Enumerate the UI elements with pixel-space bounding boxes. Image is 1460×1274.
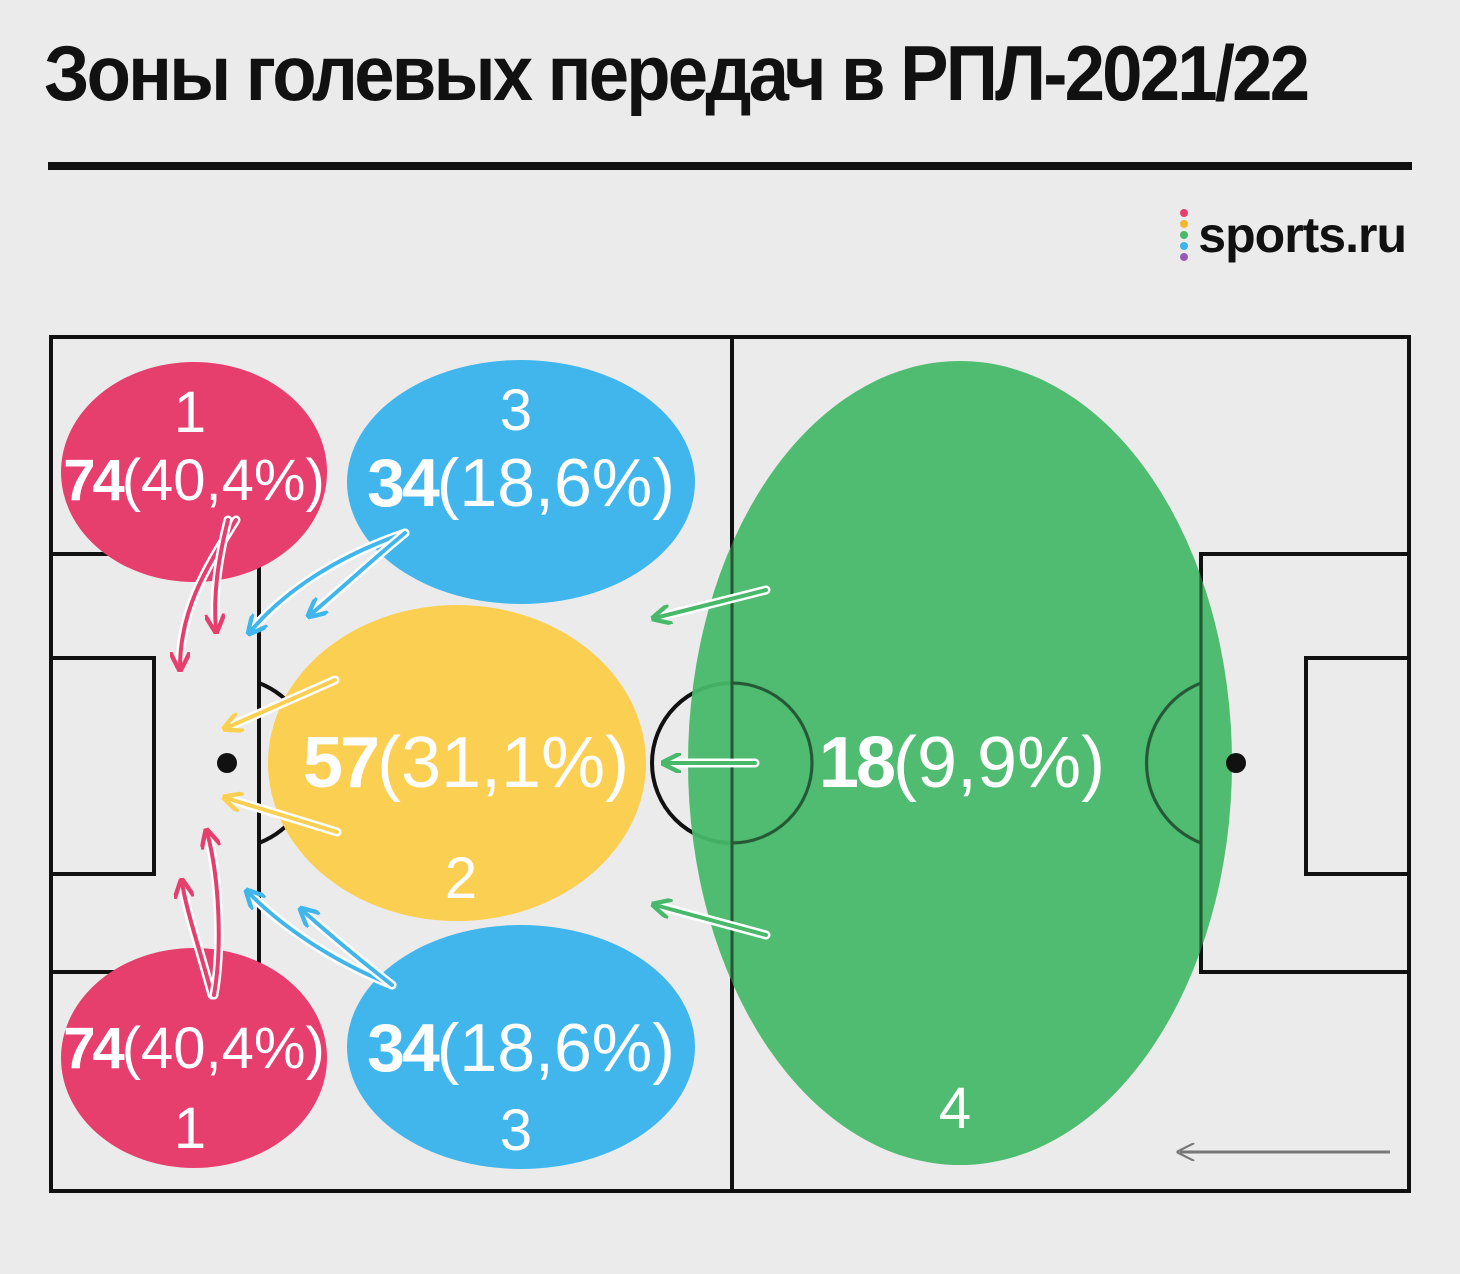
- zone-3-bottom-ellipse: [347, 925, 695, 1169]
- zone-1-bottom-number: 1: [174, 1096, 206, 1161]
- zone-1-top-number: 1: [174, 380, 206, 445]
- title-divider: [48, 162, 1412, 170]
- zone-2-stat: 57(31,1%): [303, 723, 629, 803]
- green-arrow: [655, 588, 768, 618]
- right-penalty-spot: [1226, 753, 1246, 773]
- zone-labels: 1 74(40,4%) 74(40,4%) 1 3 34(18,6%) 34(1…: [63, 378, 1105, 1163]
- zone-2-value: 57: [303, 723, 377, 803]
- blue-arrow: [310, 531, 407, 615]
- brand-dot: [1180, 220, 1189, 228]
- zone-1-bottom-value: 74: [63, 1016, 124, 1081]
- page-title: Зоны голевых передач в РПЛ-2021/22: [44, 29, 1310, 117]
- zones: [61, 360, 1232, 1169]
- red-arrow: [215, 518, 230, 630]
- zone-3-top-stat: 34(18,6%): [367, 445, 675, 521]
- left-penalty-spot: [217, 753, 237, 773]
- yellow-arrow: [226, 678, 337, 728]
- zone-3-bottom-number: 3: [500, 1098, 532, 1163]
- brand-logo: sports.ru: [1180, 206, 1407, 264]
- pass-arrows: [180, 515, 771, 1000]
- blue-arrow: [302, 910, 394, 987]
- yellow-arrow: [226, 798, 339, 834]
- brand-dot: [1180, 242, 1189, 250]
- blue-arrow: [248, 892, 394, 987]
- brand-name: sports.ru: [1198, 207, 1407, 263]
- zone-4-number: 4: [939, 1076, 971, 1141]
- zone-2-number: 2: [445, 846, 477, 911]
- red-arrow: [182, 882, 214, 997]
- zone-1-bottom-ellipse: [61, 948, 327, 1168]
- zone-3-bottom-stat: 34(18,6%): [367, 1010, 675, 1086]
- zone-4-stat: 18(9,9%): [819, 723, 1105, 803]
- green-arrow: [655, 905, 768, 937]
- zone-3-bottom-value: 34: [367, 1010, 440, 1086]
- zone-3-top-pct: (18,6%): [437, 445, 675, 521]
- zone-1-bottom-pct: (40,4%): [122, 1016, 325, 1081]
- zone-4-ellipse: [688, 361, 1232, 1165]
- zone-2-ellipse: [268, 605, 646, 921]
- zone-2-pct: (31,1%): [377, 723, 629, 803]
- brand-dot: [1180, 231, 1189, 239]
- right-goal-box: [1304, 656, 1411, 876]
- brand-dot: [1180, 209, 1189, 217]
- zone-3-top-ellipse: [347, 360, 695, 604]
- zone-3-top-value: 34: [367, 445, 440, 521]
- zone-1-top-ellipse: [61, 362, 327, 582]
- brand-dot: [1180, 253, 1189, 261]
- zone-4-pct: (9,9%): [893, 723, 1105, 803]
- zone-3-top-number: 3: [500, 378, 532, 443]
- sports-ru-dots-icon: [1180, 209, 1189, 261]
- left-goal-box: [49, 656, 156, 876]
- zone-1-top-pct: (40,4%): [122, 448, 325, 513]
- zone-1-bottom-stat: 74(40,4%): [63, 1016, 325, 1081]
- blue-arrow: [250, 531, 407, 632]
- zone-1-top-stat: 74(40,4%): [63, 448, 325, 513]
- red-arrow: [207, 832, 219, 997]
- zone-3-bottom-pct: (18,6%): [437, 1010, 675, 1086]
- zone-1-top-value: 74: [63, 448, 124, 513]
- zone-4-value: 18: [819, 723, 894, 803]
